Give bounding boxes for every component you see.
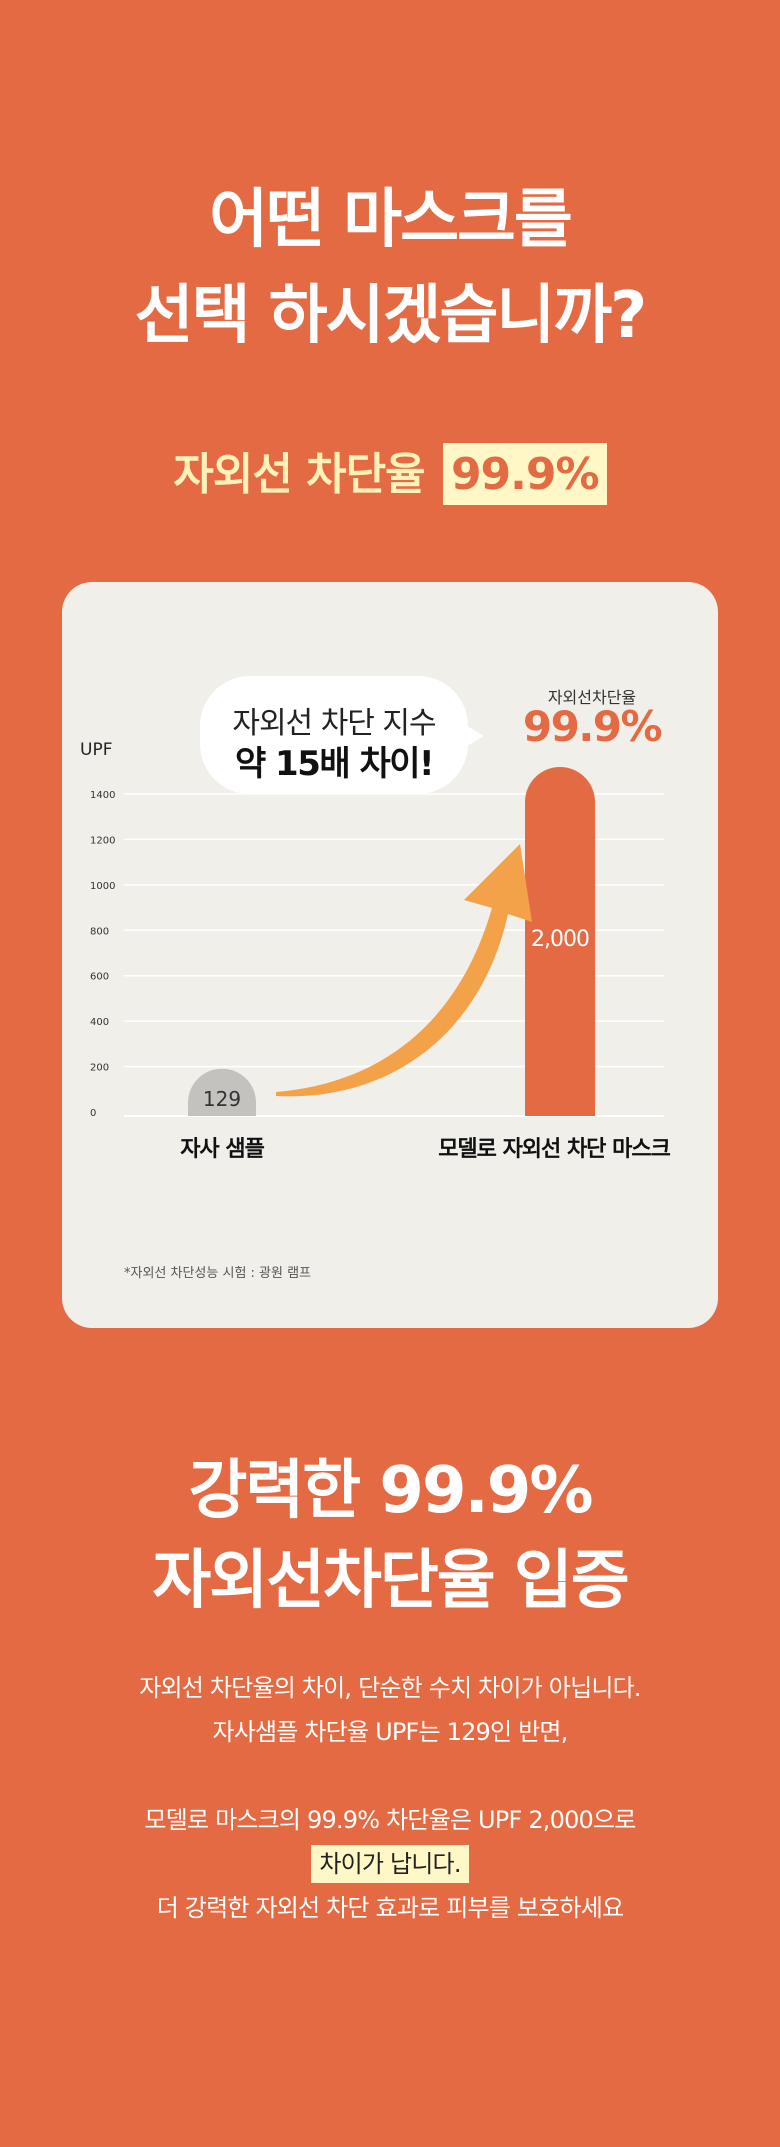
speech-bubble: 자외선 차단 지수 약 15배 차이! (200, 676, 468, 794)
hero-title-line1: 어떤 마스크를 (209, 183, 573, 257)
bubble-line1: 자외선 차단 지수 (232, 706, 436, 741)
bar-product (525, 767, 595, 1116)
bubble-line2: 약 15배 차이! (234, 744, 435, 784)
rate-badge-label: 자외선차단율 (547, 688, 637, 707)
bar-product-data-label: 2,000 (531, 927, 589, 952)
hero-title-line2: 선택 하시겠습니까? (134, 279, 647, 353)
description-spacer (0, 1754, 780, 1798)
y-tick-label: 600 (90, 972, 109, 983)
y-tick-label: 1400 (90, 790, 115, 801)
hero-title: 어떤 마스크를 선택 하시겠습니까? (0, 172, 780, 364)
section-title-line2: 자외선차단율 입증 (152, 1544, 629, 1618)
description-line2: 자사샘플 차단율 UPF는 129인 반면, (212, 1718, 568, 1746)
y-tick-label: 0 (90, 1108, 96, 1119)
y-tick-label: 800 (90, 926, 109, 937)
uv-rate-highlight: 99.9% (442, 443, 607, 505)
category-label-sample: 자사 샘플 (180, 1137, 264, 1162)
speech-bubble-tail (464, 724, 484, 748)
section-title: 강력한 99.9% 자외선차단율 입증 (0, 1446, 780, 1626)
section-title-line1: 강력한 99.9% (188, 1454, 594, 1528)
y-tick-label: 400 (90, 1017, 109, 1028)
uv-rate-label: 자외선 차단율 (173, 449, 425, 500)
description-line3: 모델로 마스크의 99.9% 차단율은 UPF 2,000으로 (144, 1806, 636, 1834)
category-label-product: 모델로 자외선 차단 마스크 (438, 1137, 670, 1162)
chart-card: 0 200 400 600 800 1000 1200 1400 129 2,000 자사 샘플 모델… (62, 582, 718, 1328)
description-highlight: 차이가 납니다. (311, 1845, 469, 1883)
y-axis-label: UPF (80, 740, 113, 760)
rate-badge-value: 99.9% (522, 702, 663, 751)
description-line5: 더 강력한 자외선 차단 효과로 피부를 보호하세요 (156, 1894, 624, 1922)
bar-sample-data-label: 129 (203, 1087, 241, 1111)
bar-sample (188, 1068, 256, 1116)
description-line4: 차이가 납니다. (0, 1842, 780, 1886)
growth-arrow-icon (276, 844, 532, 1097)
upf-bar-chart: 0 200 400 600 800 1000 1200 1400 129 2,000 자사 샘플 모델… (90, 767, 672, 1162)
y-tick-label: 200 (90, 1063, 109, 1074)
y-tick-label: 1000 (90, 881, 115, 892)
uv-rate-headline: 자외선 차단율 99.9% (0, 438, 780, 505)
test-footnote: *자외선 차단성능 시험 : 광원 램프 (124, 1266, 312, 1281)
y-tick-label: 1200 (90, 835, 115, 846)
description: 자외선 차단율의 차이, 단순한 수치 차이가 아닙니다. 자사샘플 차단율 U… (0, 1666, 780, 1930)
description-line1: 자외선 차단율의 차이, 단순한 수치 차이가 아닙니다. (139, 1674, 641, 1702)
